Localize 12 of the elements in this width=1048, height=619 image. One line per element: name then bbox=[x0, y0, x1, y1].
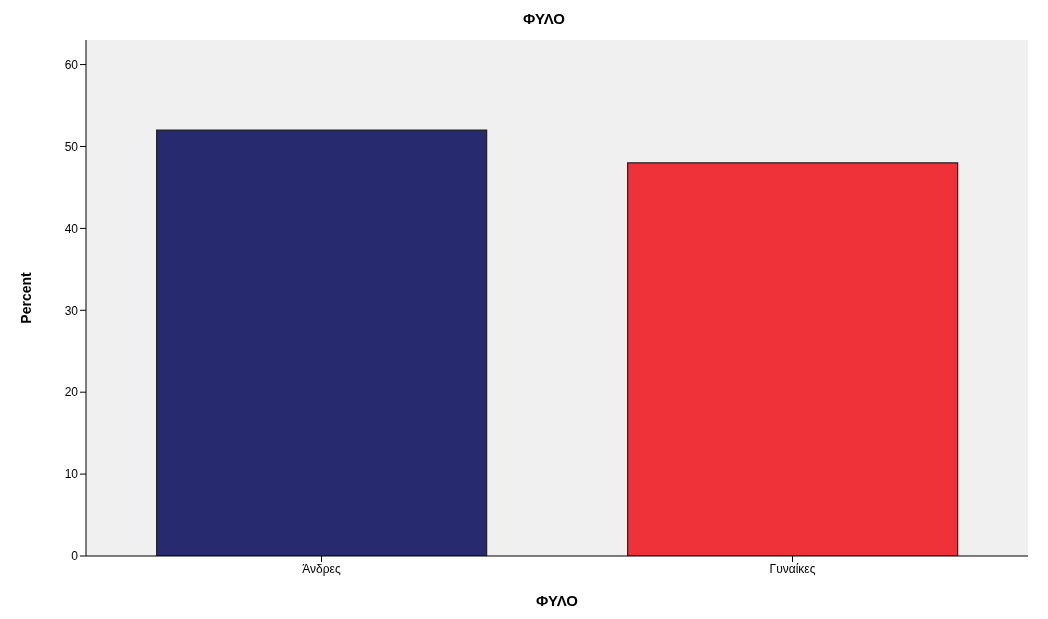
x-tick-label: Άνδρες bbox=[302, 561, 341, 576]
y-tick-label: 50 bbox=[64, 139, 79, 154]
y-axis-title: Percent bbox=[17, 271, 34, 324]
x-axis-title: ΦΥΛΟ bbox=[536, 592, 579, 609]
y-tick-label: 60 bbox=[64, 57, 79, 72]
y-tick-label: 40 bbox=[64, 221, 79, 236]
y-tick-label: 0 bbox=[71, 549, 79, 564]
y-tick-label: 10 bbox=[64, 467, 79, 482]
chart-title: ΦΥΛΟ bbox=[522, 9, 566, 29]
y-tick-label: 30 bbox=[64, 303, 79, 318]
y-tick-label: 20 bbox=[64, 385, 79, 400]
x-tick-label: Γυναίκες bbox=[769, 561, 816, 576]
